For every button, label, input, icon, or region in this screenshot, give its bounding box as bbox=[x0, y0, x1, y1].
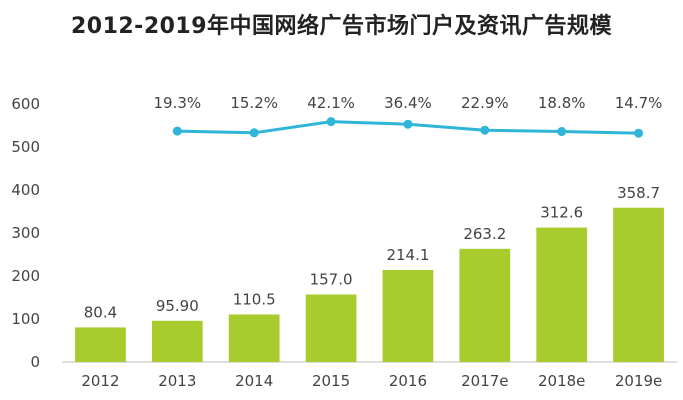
bar-value-label: 157.0 bbox=[310, 270, 353, 288]
y-tick-label: 300 bbox=[11, 224, 40, 242]
chart-title: 2012-2019年中国网络广告市场门户及资讯广告规模 bbox=[70, 14, 613, 39]
bar bbox=[459, 248, 511, 362]
bar bbox=[536, 227, 588, 362]
y-axis: 0 100 200 300 400 500 600 bbox=[11, 95, 40, 371]
growth-point bbox=[557, 127, 567, 137]
y-tick-label: 0 bbox=[30, 353, 40, 371]
growth-point bbox=[326, 117, 336, 127]
bar bbox=[151, 320, 203, 362]
y-tick-label: 400 bbox=[11, 181, 40, 199]
bar-value-label: 312.6 bbox=[540, 204, 583, 222]
growth-point bbox=[249, 128, 259, 138]
y-tick-label: 200 bbox=[11, 267, 40, 285]
x-tick-label: 2018e bbox=[538, 372, 585, 390]
y-tick-label: 500 bbox=[11, 138, 40, 156]
growth-point bbox=[403, 119, 413, 129]
x-tick-label: 2019e bbox=[615, 372, 662, 390]
x-tick-label: 2014 bbox=[235, 372, 273, 390]
growth-point bbox=[634, 128, 644, 138]
x-axis: 2012 2013 2014 2015 2016 2017e 2018e 2019e bbox=[62, 361, 677, 390]
bar-value-label: 95.90 bbox=[156, 297, 199, 315]
bar bbox=[382, 269, 434, 362]
bar bbox=[305, 294, 357, 362]
growth-point bbox=[480, 125, 490, 135]
bar-value-label: 80.4 bbox=[84, 303, 117, 321]
bar bbox=[75, 327, 126, 362]
x-tick-label: 2013 bbox=[158, 372, 196, 390]
x-tick-label: 2016 bbox=[389, 372, 427, 390]
growth-line-series bbox=[172, 117, 644, 138]
growth-rate-label: 14.7% bbox=[615, 94, 663, 112]
bar-value-label: 110.5 bbox=[233, 290, 276, 308]
bar bbox=[228, 314, 280, 362]
growth-rate-label: 22.9% bbox=[461, 94, 509, 112]
bar-value-label: 358.7 bbox=[617, 184, 660, 202]
growth-rate-label: 18.8% bbox=[538, 94, 586, 112]
bar-series bbox=[75, 207, 664, 362]
y-tick-label: 600 bbox=[11, 95, 40, 113]
growth-point bbox=[172, 126, 182, 136]
x-tick-label: 2012 bbox=[81, 372, 119, 390]
bar-label-group: 80.4 95.90 110.5 157.0 214.1 263.2 312.6 358.7 bbox=[84, 184, 660, 322]
y-tick-label: 100 bbox=[11, 310, 40, 328]
x-tick-label: 2017e bbox=[461, 372, 508, 390]
growth-rate-label: 15.2% bbox=[230, 94, 278, 112]
growth-label-group: 19.3% 15.2% 42.1% 36.4% 22.9% 18.8% 14.7% bbox=[153, 94, 662, 112]
bar bbox=[613, 207, 664, 362]
x-tick-label: 2015 bbox=[312, 372, 350, 390]
bar-value-label: 214.1 bbox=[386, 246, 429, 264]
bar-value-label: 263.2 bbox=[463, 225, 506, 243]
growth-rate-label: 42.1% bbox=[307, 94, 355, 112]
growth-rate-label: 36.4% bbox=[384, 94, 432, 112]
growth-rate-label: 19.3% bbox=[153, 94, 201, 112]
